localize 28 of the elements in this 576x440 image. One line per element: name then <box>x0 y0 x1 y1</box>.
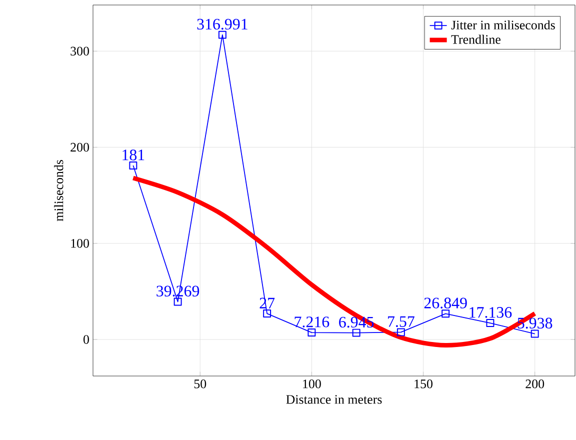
y-tick-label: 300 <box>70 46 89 56</box>
data-label: 7.216 <box>294 316 330 328</box>
legend-label: Jitter in miliseconds <box>451 20 555 30</box>
point <box>442 310 450 318</box>
data-label: 7.57 <box>388 316 414 328</box>
point <box>486 319 494 327</box>
y-tick-label: 100 <box>71 238 89 248</box>
y-tick-label: 0 <box>84 335 89 344</box>
x-tick-label: 100 <box>303 380 321 388</box>
data-label: 26.849 <box>424 298 467 308</box>
data-label: 17.136 <box>470 307 512 318</box>
point <box>396 328 405 336</box>
point <box>530 330 539 338</box>
point <box>308 328 316 337</box>
point <box>352 328 360 337</box>
legend-label: Trendline <box>451 34 500 44</box>
y-tick-label: 200 <box>70 142 89 152</box>
y-axis-title: miliseconds <box>54 160 64 222</box>
point <box>263 310 272 318</box>
data-label: 181 <box>122 150 144 160</box>
x-tick-label: 200 <box>526 380 544 388</box>
point <box>174 298 182 306</box>
data-label: 316.991 <box>197 18 248 30</box>
point <box>218 30 226 39</box>
point <box>129 162 138 170</box>
x-tick-label: 50 <box>194 380 206 388</box>
x-tick-label: 150 <box>414 380 432 388</box>
x-axis-title: Distance in meters <box>286 395 382 404</box>
